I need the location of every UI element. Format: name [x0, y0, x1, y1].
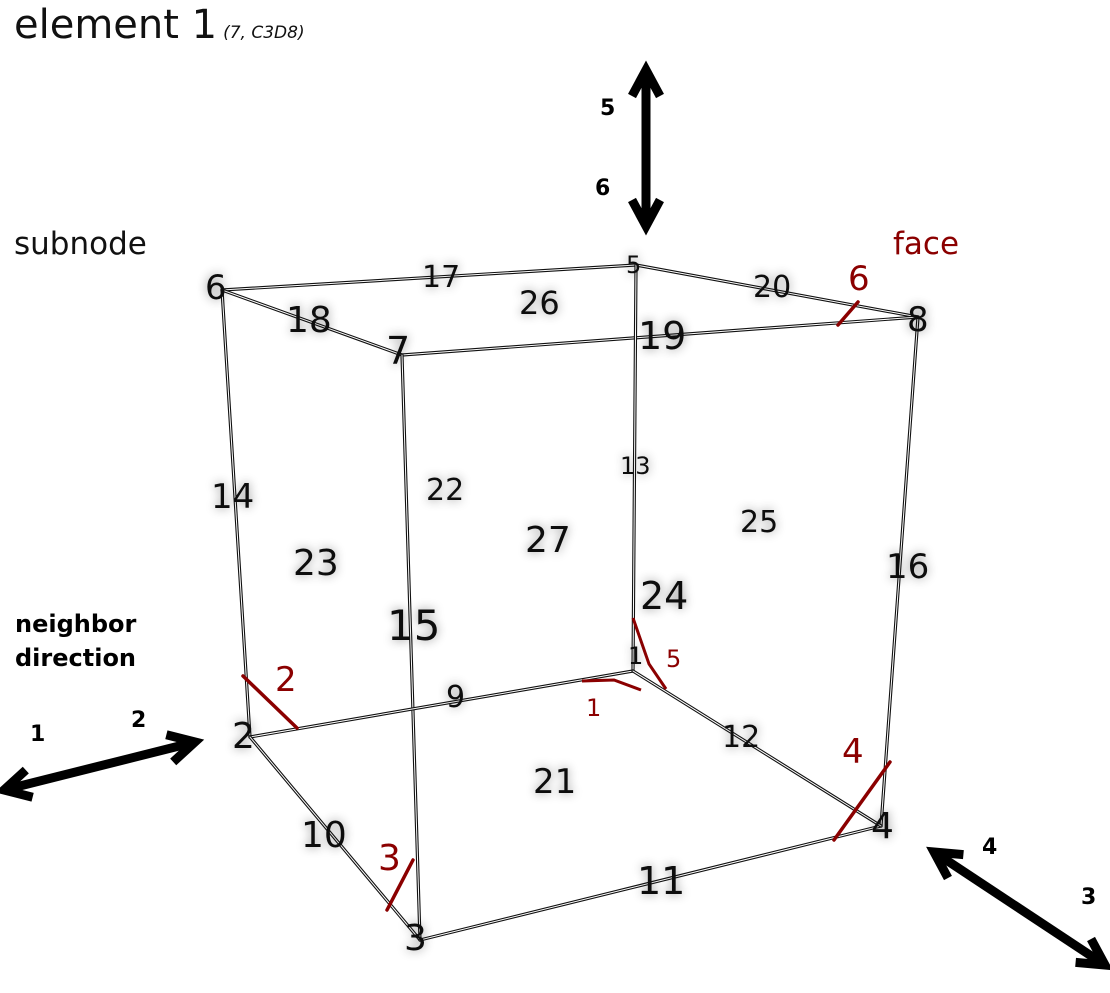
title-detail: (7, C3D8)	[223, 23, 305, 43]
edge-node-11: 11	[637, 859, 685, 903]
face-number-5: 5	[666, 645, 681, 673]
edge-node-12: 12	[722, 720, 760, 755]
face-number-3: 3	[378, 838, 401, 879]
subnode-header: subnode	[14, 226, 147, 262]
edge-1-4	[631, 669, 883, 828]
face-node-24: 24	[640, 574, 688, 618]
face-node-26: 26	[519, 284, 560, 322]
face-marker-5	[631, 617, 668, 690]
face-marker-3	[385, 858, 415, 912]
arrow-direction-1-2	[0, 730, 205, 802]
edge-2-3	[248, 735, 422, 942]
edge-node-16: 16	[886, 547, 929, 587]
page-title: element 1 (7, C3D8)	[14, 2, 305, 48]
face-number-2: 2	[275, 660, 297, 700]
face-node-23: 23	[293, 543, 339, 584]
face-number-6: 6	[848, 259, 870, 299]
arrow-direction-5-6	[628, 60, 664, 236]
edge-node-13: 13	[620, 452, 651, 480]
edge-5-8	[634, 263, 920, 319]
edge-node-10: 10	[301, 815, 347, 856]
corner-node-2: 2	[232, 716, 255, 757]
face-node-21: 21	[533, 762, 576, 802]
edge-2-1	[248, 669, 635, 739]
direction-1: 1	[30, 722, 45, 747]
face-node-27: 27	[525, 520, 571, 561]
direction-3: 3	[1081, 885, 1096, 910]
face-marker-2	[241, 674, 299, 730]
edge-node-17: 17	[422, 260, 460, 295]
face-marker-6	[836, 300, 860, 327]
title-main: element 1	[14, 2, 218, 48]
direction-2: 2	[131, 708, 146, 733]
edge-node-9: 9	[446, 680, 465, 715]
edge-6-5	[220, 263, 638, 292]
neighbor-label-line1: neighbor	[15, 610, 137, 638]
corner-node-8: 8	[907, 300, 929, 340]
edge-node-20: 20	[753, 270, 791, 305]
edge-node-18: 18	[286, 300, 332, 341]
corner-node-4: 4	[871, 806, 894, 847]
direction-6: 6	[595, 176, 610, 201]
face-header: face	[893, 226, 960, 262]
face-number-1: 1	[586, 694, 601, 722]
edge-6-7	[220, 288, 404, 357]
direction-4: 4	[982, 835, 997, 860]
edge-node-19: 19	[638, 314, 686, 358]
corner-node-7: 7	[386, 329, 410, 373]
corner-node-1: 1	[628, 642, 643, 670]
arrow-direction-4-3	[926, 846, 1110, 970]
corner-node-3: 3	[404, 918, 427, 959]
neighbor-direction-label: neighbor direction	[15, 608, 136, 675]
face-marker-4	[832, 760, 892, 842]
face-markers	[241, 300, 892, 912]
face-marker-1	[581, 678, 642, 692]
face-number-4: 4	[842, 732, 864, 772]
corner-node-5: 5	[626, 251, 641, 279]
neighbor-label-line2: direction	[15, 643, 137, 672]
edge-3-4	[418, 824, 883, 942]
edge-6-2	[220, 288, 252, 739]
edge-5-1	[631, 263, 638, 673]
edge-node-15: 15	[387, 601, 440, 650]
edge-8-4	[879, 315, 920, 828]
direction-5: 5	[600, 96, 615, 121]
face-node-22: 22	[426, 473, 464, 508]
face-node-25: 25	[740, 505, 778, 540]
edge-node-14: 14	[211, 477, 254, 517]
edge-7-3	[400, 353, 422, 942]
corner-node-6: 6	[205, 268, 227, 308]
direction-arrows	[0, 60, 1110, 970]
cube-edges	[220, 263, 920, 942]
edge-7-8	[400, 315, 920, 357]
